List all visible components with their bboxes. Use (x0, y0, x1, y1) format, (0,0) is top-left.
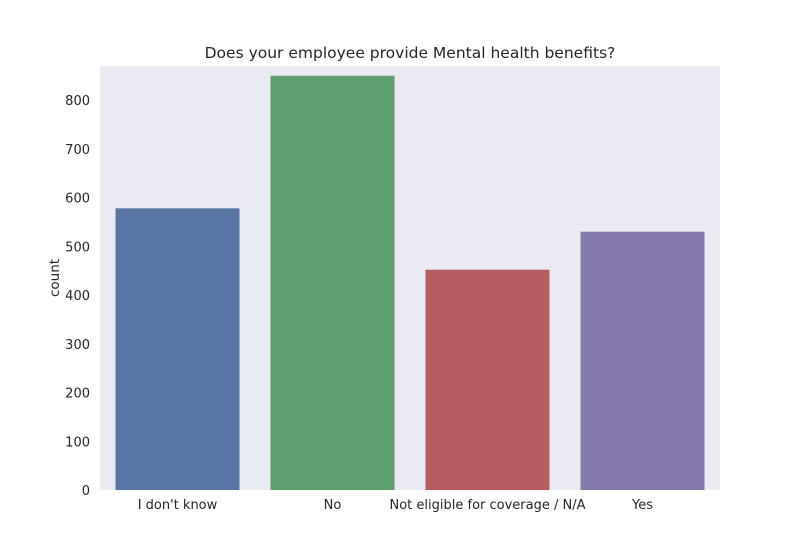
y-tick-label-4: 400 (65, 289, 90, 304)
x-tick-label-3: Yes (631, 498, 653, 513)
x-axis-ticks: I don't know No Not eligible for coverage … (138, 498, 654, 513)
y-tick-label-6: 600 (65, 192, 90, 207)
x-tick-label-2: Not eligible for coverage / N/A (390, 498, 586, 513)
y-tick-label-5: 500 (65, 240, 90, 255)
y-axis-ticks: 0 100 200 300 400 500 600 700 800 (65, 94, 90, 499)
y-tick-label-8: 800 (65, 94, 90, 109)
bar-3 (580, 231, 705, 490)
y-tick-label-3: 300 (65, 338, 90, 353)
y-tick-label-2: 200 (65, 387, 90, 402)
bars-group (115, 75, 705, 490)
chart-title: Does your employee provide Mental health… (205, 44, 616, 62)
y-tick-label-7: 700 (65, 143, 90, 158)
x-tick-label-1: No (324, 498, 342, 513)
y-axis-label: count (47, 259, 63, 297)
bar-2 (425, 269, 550, 490)
bar-0 (115, 208, 240, 490)
x-tick-label-0: I don't know (138, 498, 218, 513)
y-tick-label-0: 0 (82, 484, 90, 499)
bar-1 (270, 75, 395, 490)
y-tick-label-1: 100 (65, 435, 90, 450)
